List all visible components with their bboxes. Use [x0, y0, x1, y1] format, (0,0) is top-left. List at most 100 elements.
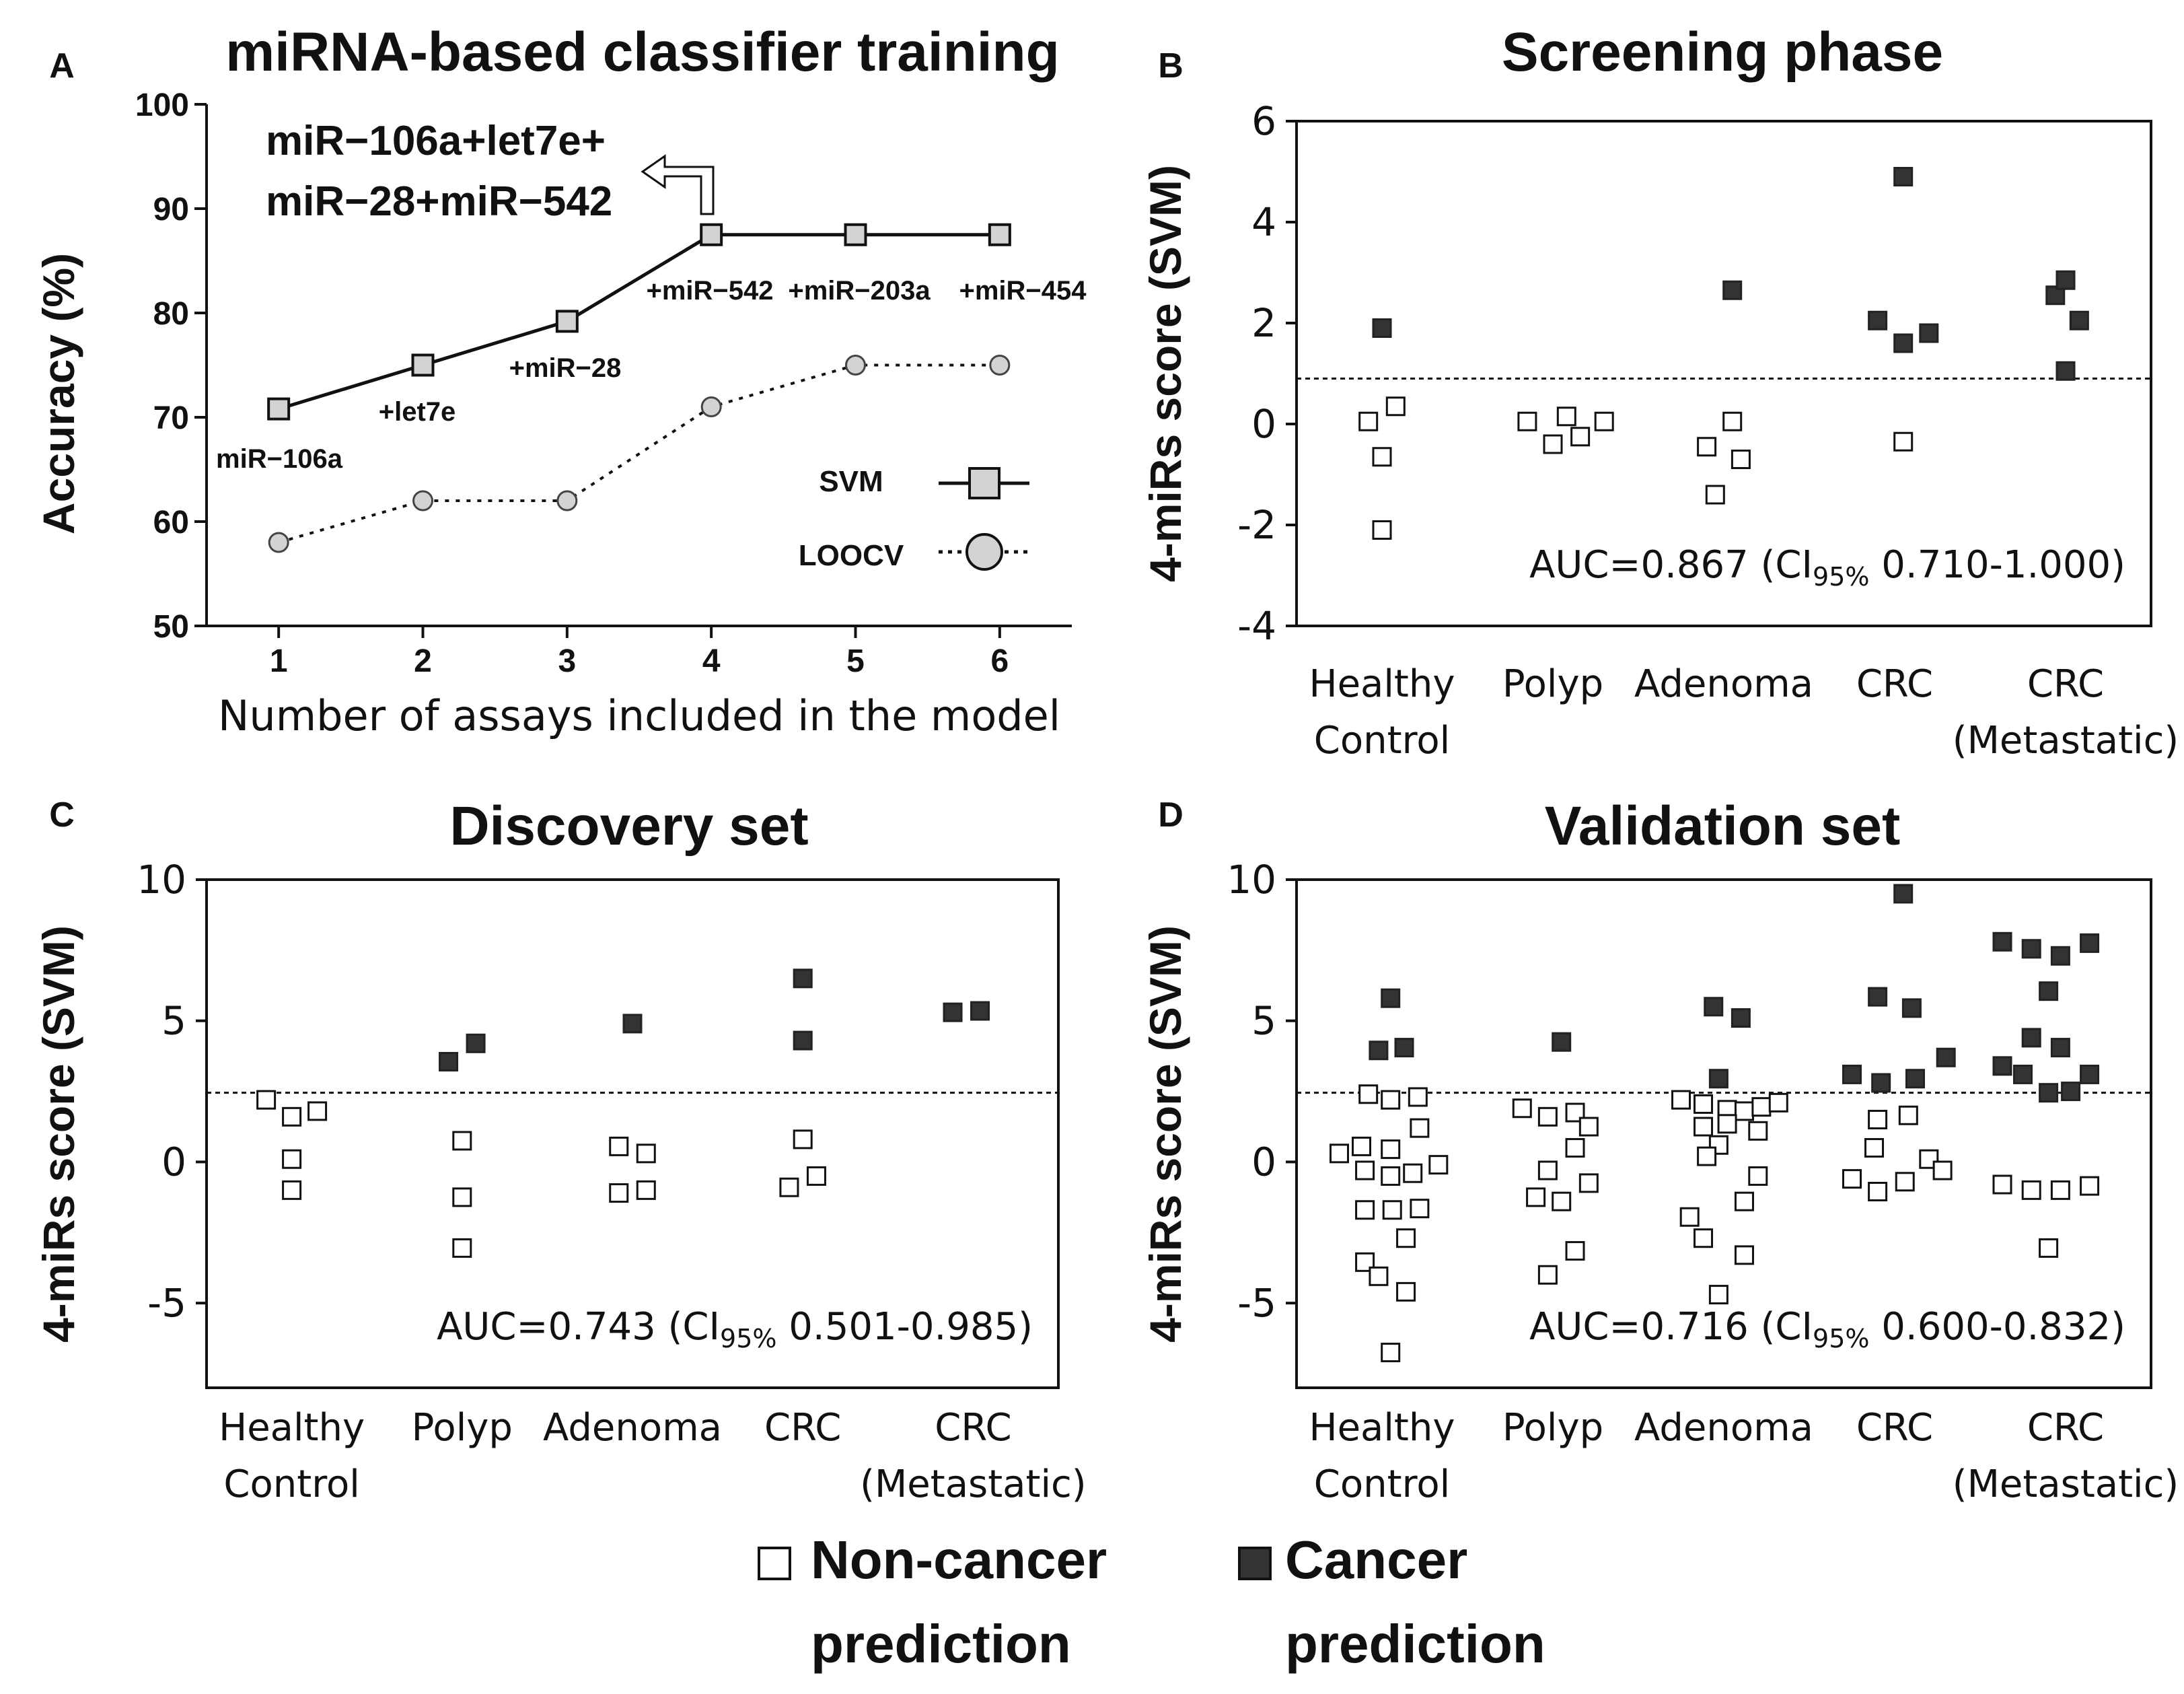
loocv-point [556, 490, 578, 511]
noncancer-point [1694, 1094, 1714, 1114]
noncancer-point [1382, 1200, 1402, 1220]
svm-point [555, 310, 579, 333]
y-tick-label: 5 [161, 998, 186, 1044]
cancer-point [1992, 931, 2012, 952]
cancer-point [793, 968, 813, 989]
cancer-point [1369, 1040, 1389, 1061]
category-label: (Metastatic) [860, 1462, 1087, 1506]
cancer-point [2061, 1082, 2081, 1102]
auc-subscript: 95% [720, 1324, 776, 1353]
panel-b-chart: Screening phase 4-miRs score (SVM) -4 -2 0… [1140, 22, 2179, 763]
cancer-point [439, 1052, 459, 1072]
noncancer-point [1679, 1207, 1700, 1227]
x-tick-label: 5 [846, 643, 865, 679]
loocv-point [700, 396, 722, 417]
chart-title: Discovery set [449, 796, 808, 857]
category-label: Polyp [412, 1406, 513, 1450]
cancer-point [2021, 1028, 2041, 1048]
cancer-point [1704, 997, 1724, 1017]
y-tick-label: 10 [137, 857, 186, 903]
y-tick-label: 0 [1251, 401, 1276, 447]
y-axis-label: Accuracy (%) [34, 253, 83, 534]
noncancer-point [1734, 1191, 1754, 1211]
y-axis-label: 4-miRs score (SVM) [34, 925, 83, 1343]
noncancer-point [1355, 1160, 1375, 1180]
noncancer-point [1537, 1160, 1558, 1180]
chart-title: Screening phase [1502, 22, 1943, 83]
noncancer-point [806, 1166, 826, 1186]
cancer-point [1919, 323, 1939, 343]
cancer-point [1372, 318, 1392, 338]
noncancer-point [1578, 1173, 1599, 1193]
noncancer-point [1537, 1106, 1558, 1127]
cancer-point [2039, 981, 2059, 1001]
point-label: miR−106a [216, 444, 343, 474]
category-label: Adenoma [543, 1406, 722, 1450]
cancer-point [943, 1002, 963, 1022]
cancer-point [1842, 1064, 1862, 1084]
plot-frame [205, 878, 1060, 1389]
annotation-line-2: miR−28+miR−542 [266, 178, 612, 225]
cancer-point [1552, 1032, 1572, 1052]
cancer-point [2080, 933, 2100, 953]
cancer-point [1868, 310, 1888, 330]
noncancer-point [2021, 1180, 2041, 1200]
svm-point [700, 223, 723, 246]
cancer-point [2050, 1038, 2070, 1058]
noncancer-point [1565, 1137, 1585, 1158]
noncancer-point [793, 1129, 813, 1150]
noncancer-point [1512, 1098, 1532, 1119]
cancer-point [2080, 1064, 2100, 1084]
cancer-point [1893, 884, 1914, 904]
noncancer-point [2080, 1176, 2100, 1196]
auc-ci-text: 0.710-1.000) [1870, 543, 2126, 587]
loocv-point [845, 355, 866, 376]
y-tick-label: 100 [135, 87, 189, 123]
panel-letter-a: A [49, 46, 75, 85]
noncancer-point [452, 1187, 472, 1207]
y-tick-label: -4 [1237, 603, 1276, 649]
noncancer-point [1396, 1281, 1416, 1302]
noncancer-point [1526, 1187, 1546, 1207]
noncancer-point [1697, 1146, 1717, 1166]
x-axis-label: Number of assays included in the model [218, 691, 1060, 740]
auc-ci-text: 0.501-0.985) [777, 1305, 1033, 1349]
y-tick-label: 6 [1251, 98, 1276, 144]
loocv-point [989, 355, 1011, 376]
category-label: CRC [1856, 1406, 1933, 1450]
cancer-point [1731, 1008, 1751, 1028]
noncancer-point [1552, 1191, 1572, 1211]
auc-text: AUC=0.867 (CI [1529, 543, 1813, 587]
noncancer-point [1694, 1117, 1714, 1137]
panel-d-chart: Validation set 4-miRs score (SVM) -5 0 5 10… [1140, 796, 2179, 1506]
svm-point [844, 223, 867, 246]
category-label: CRC [935, 1406, 1011, 1450]
noncancer-point [1355, 1252, 1375, 1272]
noncancer-point [1570, 427, 1591, 447]
y-tick-label: 2 [1251, 300, 1276, 346]
cancer-point [1992, 1056, 2012, 1076]
legend-cancer-label: Cancer [1285, 1530, 1467, 1590]
legend-loocv-label: LOOCV [799, 539, 904, 572]
cancer-point [793, 1030, 813, 1051]
cancer-point [1893, 333, 1914, 353]
noncancer-point [1410, 1118, 1430, 1138]
category-label: CRC [2027, 1406, 2104, 1450]
legend-noncancer-label: Non-cancer [811, 1530, 1107, 1590]
cancer-point [1905, 1069, 1925, 1089]
y-tick-label: 10 [1227, 857, 1276, 903]
cancer-point [1868, 987, 1888, 1007]
auc-annotation: AUC=0.867 (CI95% 0.710-1.000) [1529, 543, 2125, 592]
category-label: Adenoma [1634, 1406, 1813, 1450]
noncancer-point [1385, 396, 1406, 417]
noncancer-point [1408, 1087, 1428, 1107]
svm-point [988, 223, 1011, 246]
plot-frame [1295, 878, 2152, 1389]
auc-subscript: 95% [1813, 562, 1869, 592]
noncancer-point [1381, 1139, 1401, 1160]
noncancer-point [1578, 1117, 1599, 1137]
y-tick-label: 70 [153, 400, 189, 436]
category-label: (Metastatic) [1953, 719, 2179, 763]
noncancer-point [1355, 1200, 1375, 1220]
